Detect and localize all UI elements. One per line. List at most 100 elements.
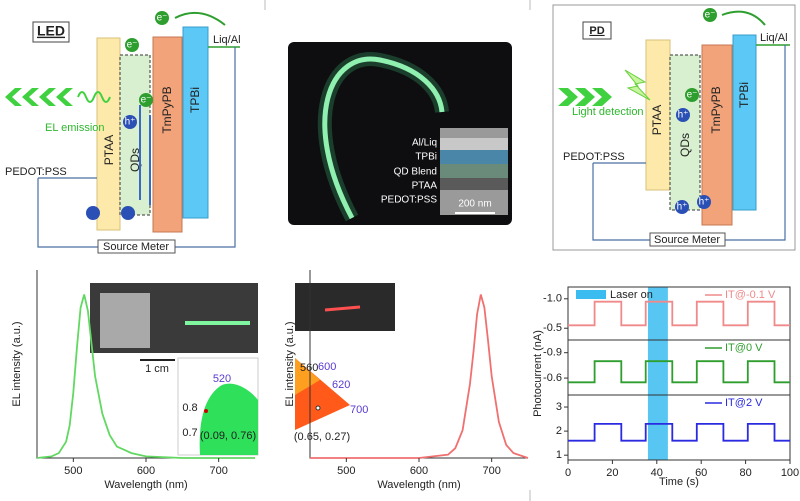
circuit bbox=[37, 47, 236, 248]
electron bbox=[125, 38, 139, 52]
layer-label: QD Blend bbox=[394, 167, 437, 178]
x-tick-label: 20 bbox=[606, 467, 618, 479]
electron bbox=[703, 8, 717, 22]
x-tick-label: 80 bbox=[739, 467, 751, 479]
scale-label: 200 nm bbox=[458, 199, 491, 210]
y-tick-label: -1.0 bbox=[543, 293, 562, 305]
series-line bbox=[568, 360, 790, 384]
layer-label: Al/Liq bbox=[412, 138, 437, 149]
electron bbox=[139, 93, 153, 107]
legend-label: IT@2 V bbox=[725, 397, 763, 409]
legend-swatch bbox=[576, 290, 606, 299]
layer bbox=[732, 34, 757, 211]
x-tick-label: 40 bbox=[651, 467, 663, 479]
electrode-label: Liq/Al bbox=[760, 32, 788, 44]
meter-label: Source Meter bbox=[654, 234, 720, 246]
cie-point-label: (0.65, 0.27) bbox=[294, 431, 350, 443]
carrier bbox=[121, 206, 135, 220]
cie-label: 620 bbox=[332, 379, 350, 391]
meter-label: Source Meter bbox=[103, 241, 169, 253]
cie-label: 520 bbox=[213, 373, 231, 385]
hole-label: h⁺ bbox=[699, 197, 710, 208]
layer bbox=[182, 26, 209, 219]
legend-label: IT@0 V bbox=[725, 342, 763, 354]
panel-frame bbox=[567, 394, 791, 461]
detection-label: Light detection bbox=[572, 106, 644, 118]
electron-label: e⁻ bbox=[705, 10, 716, 21]
y-tick-label: 3 bbox=[556, 401, 562, 413]
title: LED bbox=[37, 23, 65, 39]
y-axis-label: EL intensity (a.u.) bbox=[284, 321, 296, 406]
layer-label: TPBi bbox=[188, 87, 202, 113]
series-line bbox=[568, 300, 790, 327]
y-tick-label: -0.9 bbox=[543, 347, 562, 359]
x-tick-label: 500 bbox=[64, 465, 82, 477]
anode-label: PEDOT:PSS bbox=[5, 166, 67, 178]
electron-label: e⁻ bbox=[141, 95, 152, 106]
layer bbox=[440, 150, 508, 164]
title-box bbox=[32, 21, 70, 43]
hole-label: h⁺ bbox=[125, 117, 136, 128]
hole bbox=[675, 200, 689, 214]
x-tick-label: 100 bbox=[781, 467, 799, 479]
cie-label: 0.8 bbox=[182, 402, 197, 414]
meter-box bbox=[649, 232, 726, 247]
fiber bbox=[322, 56, 445, 220]
electron bbox=[155, 11, 169, 25]
hole-label: h⁺ bbox=[677, 202, 688, 213]
hand bbox=[100, 293, 150, 348]
hole bbox=[123, 115, 137, 129]
electron-label: e⁻ bbox=[687, 90, 698, 101]
cie-point bbox=[315, 405, 321, 411]
layer-label: QDs bbox=[678, 133, 692, 157]
wave bbox=[77, 91, 111, 103]
x-tick-label: 700 bbox=[209, 465, 227, 477]
laser-band bbox=[647, 287, 668, 460]
fiber-image: 200 nm Al/Liq TPBi QD Blend PTAA PEDOT:P… bbox=[288, 42, 512, 225]
layer bbox=[119, 54, 151, 216]
layer bbox=[440, 164, 508, 178]
legend-label: Laser on bbox=[610, 289, 653, 301]
series-line bbox=[310, 294, 529, 459]
layer-label: TmPyPB bbox=[709, 86, 723, 133]
electrode-label: Liq/Al bbox=[213, 34, 241, 46]
layer bbox=[96, 37, 121, 231]
bolt bbox=[624, 69, 651, 101]
x-tick-label: 700 bbox=[482, 465, 500, 477]
cie-label: 600 bbox=[318, 361, 336, 373]
x-tick-label: 600 bbox=[137, 465, 155, 477]
cie-label: 700 bbox=[350, 404, 368, 416]
series-line bbox=[36, 294, 255, 459]
legend-label: IT@-0.1 V bbox=[725, 289, 776, 301]
x-axis-label: Time (s) bbox=[659, 476, 699, 488]
arrow bbox=[721, 10, 766, 26]
y-axis-label: EL intensity (a.u.) bbox=[11, 321, 23, 406]
x-axis-label: Wavelength (nm) bbox=[377, 479, 460, 491]
layer bbox=[669, 54, 701, 211]
hole bbox=[676, 108, 690, 122]
emission-label: EL emission bbox=[45, 122, 105, 134]
title-box bbox=[582, 21, 612, 40]
layer bbox=[440, 138, 508, 150]
green-insets: 1 cm 520 0.8 0.7 (0.09, 0.76) bbox=[90, 283, 259, 456]
x-tick-label: 0 bbox=[565, 467, 571, 479]
current-arrow bbox=[139, 105, 151, 205]
layer-label: PTAA bbox=[102, 135, 116, 165]
cie-label: 0.7 bbox=[182, 427, 197, 439]
electron-label: e⁻ bbox=[127, 40, 138, 51]
gamut bbox=[199, 383, 258, 455]
y-tick-label: -0.5 bbox=[543, 322, 562, 334]
y-tick-label: -0.6 bbox=[543, 372, 562, 384]
layer bbox=[701, 44, 733, 226]
layer-label: TPBi bbox=[737, 82, 751, 108]
cie-point-label: (0.09, 0.76) bbox=[200, 430, 256, 442]
layer-label: PEDOT:PSS bbox=[381, 195, 437, 206]
electron bbox=[685, 88, 699, 102]
meter-box bbox=[97, 239, 176, 254]
led-diagram: LED PTAA QDs TmPyPB TPBi Liq/Al EL emiss… bbox=[5, 11, 241, 254]
anode-label: PEDOT:PSS bbox=[563, 151, 625, 163]
electron-label: e⁻ bbox=[157, 13, 168, 24]
y-axis-label: Photocurrent (nA) bbox=[532, 330, 544, 417]
x-tick-label: 600 bbox=[410, 465, 428, 477]
